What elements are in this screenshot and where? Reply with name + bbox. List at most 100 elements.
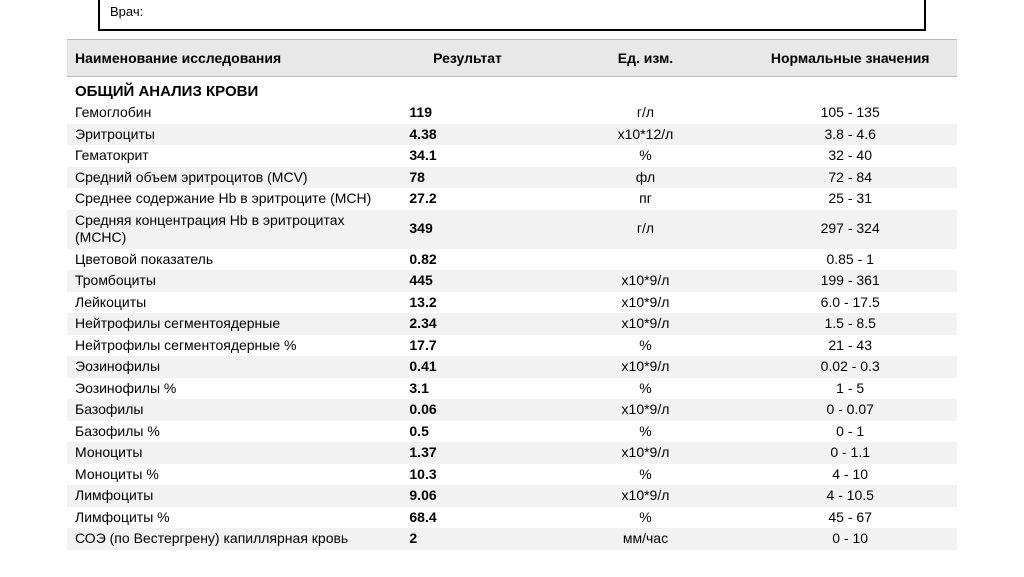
test-result: 2 [387,528,547,550]
test-unit: х10*9/л [548,399,744,421]
test-name: Средний объем эритроцитов (MCV) [67,167,387,189]
test-unit [548,249,744,271]
column-header-unit: Ед. изм. [548,40,744,77]
test-range: 0.85 - 1 [743,249,957,271]
table-row: Базофилы0.06х10*9/л0 - 0.07 [67,399,957,421]
test-result: 3.1 [387,378,547,400]
test-result: 78 [387,167,547,189]
test-unit: % [548,464,744,486]
test-name: Нейтрофилы сегментоядерные [67,313,387,335]
test-result: 34.1 [387,145,547,167]
test-result: 9.06 [387,485,547,507]
test-range: 6.0 - 17.5 [743,292,957,314]
test-range: 199 - 361 [743,270,957,292]
test-name: Эозинофилы % [67,378,387,400]
test-name: СОЭ (по Вестергрену) капиллярная кровь [67,528,387,550]
table-row: Эозинофилы %3.1%1 - 5 [67,378,957,400]
test-name: Гематокрит [67,145,387,167]
test-range: 3.8 - 4.6 [743,124,957,146]
test-result: 445 [387,270,547,292]
test-range: 45 - 67 [743,507,957,529]
test-result: 0.82 [387,249,547,271]
test-result: 119 [387,102,547,124]
test-name: Цветовой показатель [67,249,387,271]
table-row: Нейтрофилы сегментоядерные2.34х10*9/л1.5… [67,313,957,335]
test-name: Базофилы % [67,421,387,443]
test-name: Моноциты [67,442,387,464]
test-result: 4.38 [387,124,547,146]
test-unit: г/л [548,102,744,124]
test-name: Эритроциты [67,124,387,146]
column-header-range: Нормальные значения [743,40,957,77]
test-result: 68.4 [387,507,547,529]
table-row: СОЭ (по Вестергрену) капиллярная кровь2м… [67,528,957,550]
doctor-label: Врач: [110,4,143,19]
table-row: Моноциты1.37х10*9/л0 - 1.1 [67,442,957,464]
test-name: Гемоглобин [67,102,387,124]
test-unit: х10*9/л [548,442,744,464]
test-name: Среднее содержание Hb в эритроците (MCH) [67,188,387,210]
test-result: 10.3 [387,464,547,486]
test-name: Тромбоциты [67,270,387,292]
table-row: Гематокрит34.1%32 - 40 [67,145,957,167]
table-row: Тромбоциты445х10*9/л199 - 361 [67,270,957,292]
column-header-name: Наименование исследования [67,40,387,77]
test-result: 0.5 [387,421,547,443]
test-result: 2.34 [387,313,547,335]
test-range: 0 - 1.1 [743,442,957,464]
test-unit: % [548,507,744,529]
test-range: 1 - 5 [743,378,957,400]
test-result: 0.41 [387,356,547,378]
test-range: 0 - 1 [743,421,957,443]
section-title: ОБЩИЙ АНАЛИЗ КРОВИ [67,77,957,103]
test-range: 105 - 135 [743,102,957,124]
table-row: Эритроциты4.38х10*12/л3.8 - 4.6 [67,124,957,146]
test-result: 27.2 [387,188,547,210]
test-unit: % [548,145,744,167]
test-unit: х10*9/л [548,270,744,292]
section-header-row: ОБЩИЙ АНАЛИЗ КРОВИ [67,77,957,103]
table-row: Лимфоциты9.06х10*9/л4 - 10.5 [67,485,957,507]
test-range: 297 - 324 [743,210,957,249]
table-row: Средний объем эритроцитов (MCV)78фл72 - … [67,167,957,189]
test-unit: фл [548,167,744,189]
test-range: 1.5 - 8.5 [743,313,957,335]
test-name: Эозинофилы [67,356,387,378]
test-name: Средняя концентрация Hb в эритроцитах (M… [67,210,387,249]
results-table: Наименование исследования Результат Ед. … [67,39,957,550]
table-header-row: Наименование исследования Результат Ед. … [67,40,957,77]
test-unit: х10*9/л [548,292,744,314]
table-row: Лимфоциты %68.4%45 - 67 [67,507,957,529]
test-range: 0 - 0.07 [743,399,957,421]
test-unit: х10*9/л [548,356,744,378]
table-row: Среднее содержание Hb в эритроците (MCH)… [67,188,957,210]
test-unit: % [548,378,744,400]
test-range: 21 - 43 [743,335,957,357]
test-name: Лимфоциты % [67,507,387,529]
test-unit: х10*12/л [548,124,744,146]
test-unit: х10*9/л [548,313,744,335]
test-unit: г/л [548,210,744,249]
test-name: Лимфоциты [67,485,387,507]
test-name: Нейтрофилы сегментоядерные % [67,335,387,357]
test-range: 0 - 10 [743,528,957,550]
test-range: 4 - 10 [743,464,957,486]
test-unit: х10*9/л [548,485,744,507]
test-name: Лейкоциты [67,292,387,314]
test-range: 4 - 10.5 [743,485,957,507]
test-result: 0.06 [387,399,547,421]
test-result: 349 [387,210,547,249]
test-unit: % [548,335,744,357]
table-row: Средняя концентрация Hb в эритроцитах (M… [67,210,957,249]
test-range: 32 - 40 [743,145,957,167]
table-row: Лейкоциты13.2х10*9/л6.0 - 17.5 [67,292,957,314]
test-name: Базофилы [67,399,387,421]
table-row: Эозинофилы0.41х10*9/л0.02 - 0.3 [67,356,957,378]
table-row: Моноциты %10.3%4 - 10 [67,464,957,486]
test-unit: % [548,421,744,443]
test-unit: пг [548,188,744,210]
table-row: Базофилы %0.5%0 - 1 [67,421,957,443]
table-row: Нейтрофилы сегментоядерные %17.7%21 - 43 [67,335,957,357]
test-range: 72 - 84 [743,167,957,189]
test-name: Моноциты % [67,464,387,486]
